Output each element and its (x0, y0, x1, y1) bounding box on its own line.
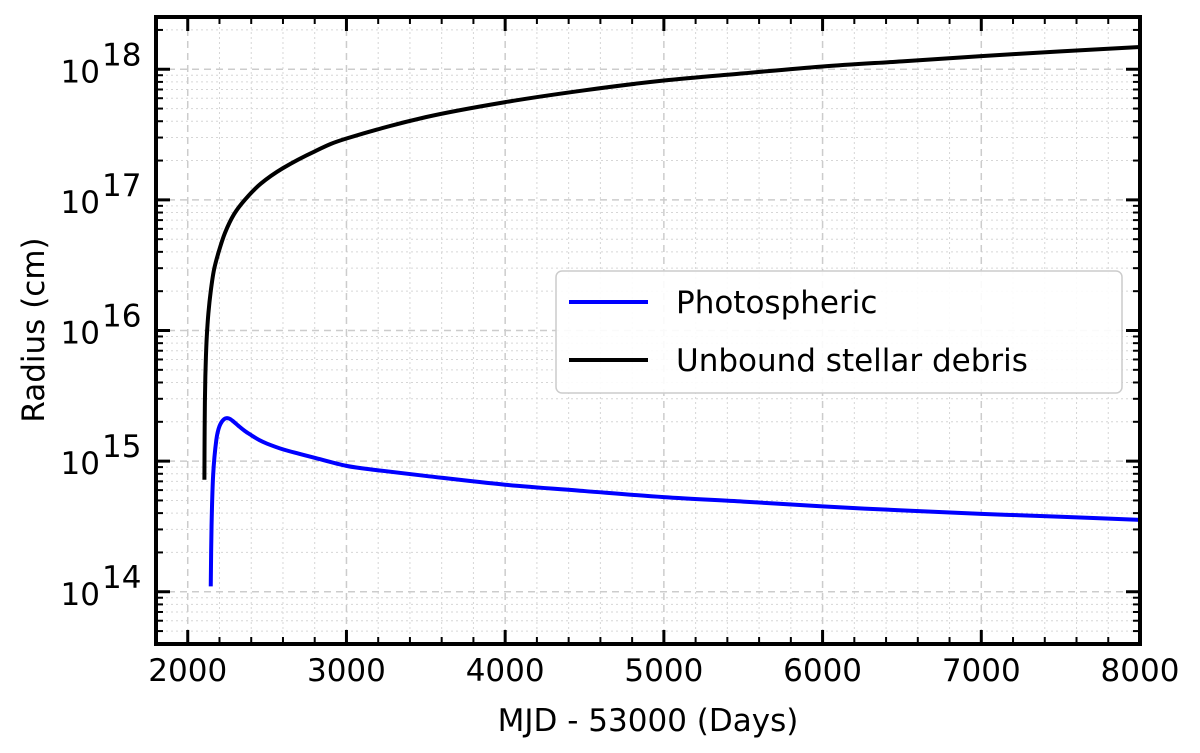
legend-box (555, 270, 1123, 394)
legend: Photospheric Unbound stellar debris (555, 270, 1123, 394)
y-axis-label: Radius (cm) (16, 237, 52, 422)
x-tick-label: 8000 (1101, 653, 1180, 689)
x-tick-label: 4000 (466, 653, 545, 689)
y-tick-label: 10 (61, 316, 100, 352)
y-tick-label-exponent: 16 (102, 299, 141, 335)
y-tick-label-exponent: 18 (102, 37, 141, 73)
y-tick-label-exponent: 17 (102, 168, 141, 204)
x-tick-label: 7000 (942, 653, 1021, 689)
legend-label-unbound-stellar-debris: Unbound stellar debris (676, 343, 1028, 379)
y-tick-label-exponent: 14 (102, 560, 141, 596)
series-lines (202, 45, 1141, 587)
y-tick-label-exponent: 15 (102, 429, 141, 465)
y-tick-label: 10 (61, 577, 100, 613)
y-tick-label: 10 (61, 54, 100, 90)
x-tick-label: 5000 (624, 653, 703, 689)
x-axis-label: MJD - 53000 (Days) (498, 703, 799, 739)
y-tick-label: 10 (61, 185, 100, 221)
axis-ticks (156, 17, 1142, 645)
x-tick-label: 2000 (148, 653, 227, 689)
x-tick-label: 3000 (307, 653, 386, 689)
series-line-photospheric (208, 416, 1141, 587)
series-line-unbound-stellar-debris (202, 45, 1141, 480)
x-tick-label: 6000 (783, 653, 862, 689)
legend-label-photospheric: Photospheric (676, 285, 877, 321)
y-tick-label: 10 (61, 446, 100, 482)
